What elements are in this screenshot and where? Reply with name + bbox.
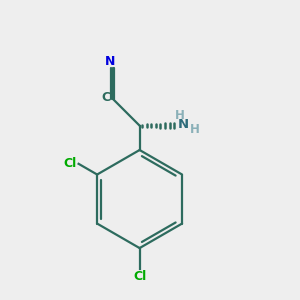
Text: C: C xyxy=(102,91,111,104)
Text: Cl: Cl xyxy=(133,270,146,284)
Text: N: N xyxy=(178,118,189,130)
Text: N: N xyxy=(105,55,116,68)
Text: H: H xyxy=(190,123,200,136)
Text: H: H xyxy=(175,109,185,122)
Text: Cl: Cl xyxy=(64,157,77,170)
